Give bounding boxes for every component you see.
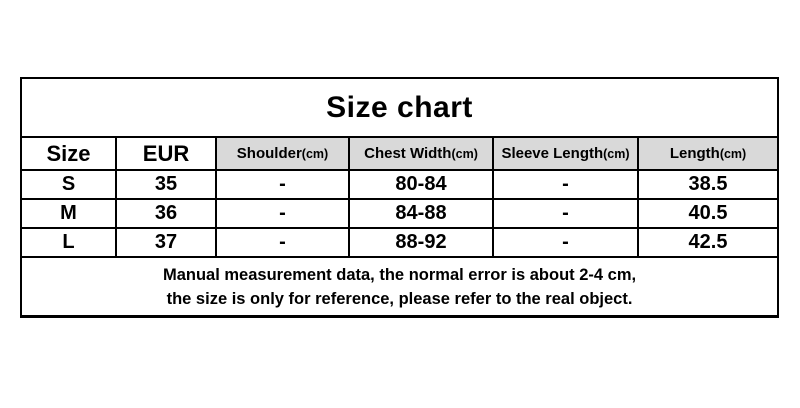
column-header-sleeve-length: Sleeve Length(cm) <box>492 136 639 171</box>
cell-shoulder: - <box>215 227 350 258</box>
measurement-note-row: Manual measurement data, the normal erro… <box>19 256 780 318</box>
cell-eur: 36 <box>115 198 217 229</box>
cell-sleeve-length: - <box>492 227 639 258</box>
measurement-note: Manual measurement data, the normal erro… <box>19 256 780 318</box>
column-header-chest-width: Chest Width(cm) <box>348 136 494 171</box>
cell-chest-width: 80-84 <box>348 169 494 200</box>
cell-eur: 35 <box>115 169 217 200</box>
cell-length: 38.5 <box>636 169 780 200</box>
column-header-unit: (cm) <box>301 147 329 161</box>
column-header-size: Size <box>20 136 117 171</box>
cell-sleeve-length: - <box>492 198 639 229</box>
column-header-unit: (cm) <box>719 147 747 161</box>
measurement-note-line-2: the size is only for reference, please r… <box>166 289 633 308</box>
column-header-eur: EUR <box>115 136 217 171</box>
cell-shoulder: - <box>215 198 350 229</box>
title-row: Size chart <box>19 77 780 138</box>
cell-eur: 37 <box>115 227 217 258</box>
cell-chest-width: 84-88 <box>348 198 494 229</box>
measurement-note-line-1: Manual measurement data, the normal erro… <box>162 265 637 284</box>
column-header-label: Shoulder <box>236 145 302 162</box>
cell-size: L <box>20 227 117 258</box>
cell-size: S <box>20 169 117 200</box>
column-header-label: Sleeve Length <box>501 145 604 162</box>
cell-chest-width: 88-92 <box>348 227 494 258</box>
column-header-label: Length <box>669 145 720 162</box>
table-row-size-m: M 36 - 84-88 - 40.5 <box>20 198 780 229</box>
cell-size: M <box>20 198 117 229</box>
column-header-unit: (cm) <box>603 147 630 161</box>
cell-length: 40.5 <box>636 198 780 229</box>
cell-sleeve-length: - <box>492 169 639 200</box>
column-header-shoulder: Shoulder(cm) <box>215 136 350 171</box>
cell-length: 42.5 <box>636 227 780 258</box>
column-header-label: Size <box>46 140 91 166</box>
table-row-size-s: S 35 - 80-84 - 38.5 <box>20 169 780 200</box>
page-title: Size chart <box>19 77 780 138</box>
size-chart-table: Size chart Size EUR Shoulder(cm) Chest W… <box>19 77 780 318</box>
table-row-size-l: L 37 - 88-92 - 42.5 <box>20 227 780 258</box>
column-header-label: EUR <box>142 140 190 166</box>
column-header-unit: (cm) <box>451 147 478 161</box>
column-header-label: Chest Width <box>364 145 452 162</box>
column-header-length: Length(cm) <box>636 136 780 171</box>
cell-shoulder: - <box>215 169 350 200</box>
table-header-row: Size EUR Shoulder(cm) Chest Width(cm) Sl… <box>20 136 780 171</box>
